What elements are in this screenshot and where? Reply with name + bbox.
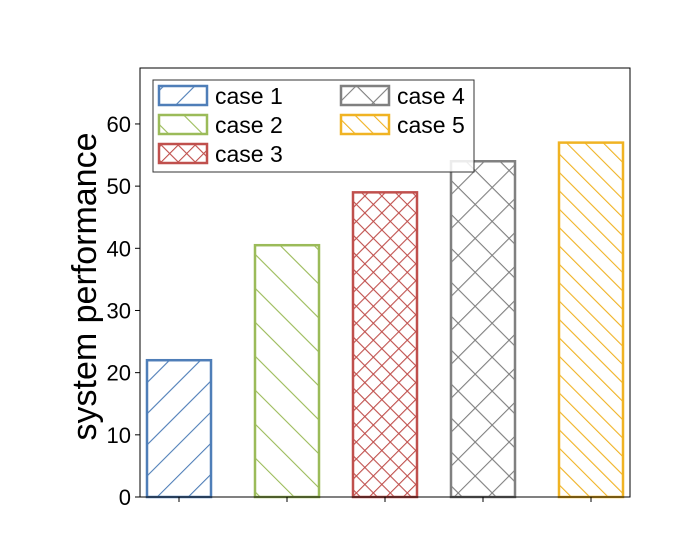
legend-label: case 5 — [397, 112, 465, 138]
y-tick-label: 0 — [119, 485, 131, 510]
legend-swatch — [339, 113, 391, 136]
x-axis — [178, 497, 592, 502]
legend-label: case 4 — [397, 83, 465, 109]
y-axis-label: system performance — [66, 133, 104, 441]
legend-swatch — [157, 142, 209, 165]
legend-item-case-5: case 5 — [339, 112, 465, 138]
bar-case-3 — [351, 191, 419, 499]
y-tick-label: 50 — [107, 174, 131, 199]
bar-case-1 — [145, 358, 213, 499]
y-tick-label: 20 — [107, 361, 131, 386]
legend-swatch — [157, 113, 209, 136]
legend-item-case-1: case 1 — [157, 83, 283, 109]
y-tick-label: 10 — [107, 423, 131, 448]
bar-case-5 — [557, 141, 625, 499]
bar-case-4 — [449, 160, 517, 499]
bars-group — [145, 141, 625, 499]
bar-case-2 — [253, 243, 321, 499]
legend-item-case-2: case 2 — [157, 112, 283, 138]
y-tick-label: 40 — [107, 236, 131, 261]
legend-item-case-3: case 3 — [157, 141, 283, 167]
y-axis: 0 10 20 30 40 50 60 — [107, 112, 140, 510]
y-tick-label: 60 — [107, 112, 131, 137]
legend-label: case 1 — [215, 83, 283, 109]
legend: case 1 case 2 case 3 case 4 case 5 — [152, 79, 475, 173]
legend-label: case 3 — [215, 141, 283, 167]
legend-swatch — [339, 84, 391, 107]
legend-item-case-4: case 4 — [339, 83, 465, 109]
legend-label: case 2 — [215, 112, 283, 138]
legend-swatch — [157, 84, 209, 107]
y-tick-label: 30 — [107, 298, 131, 323]
